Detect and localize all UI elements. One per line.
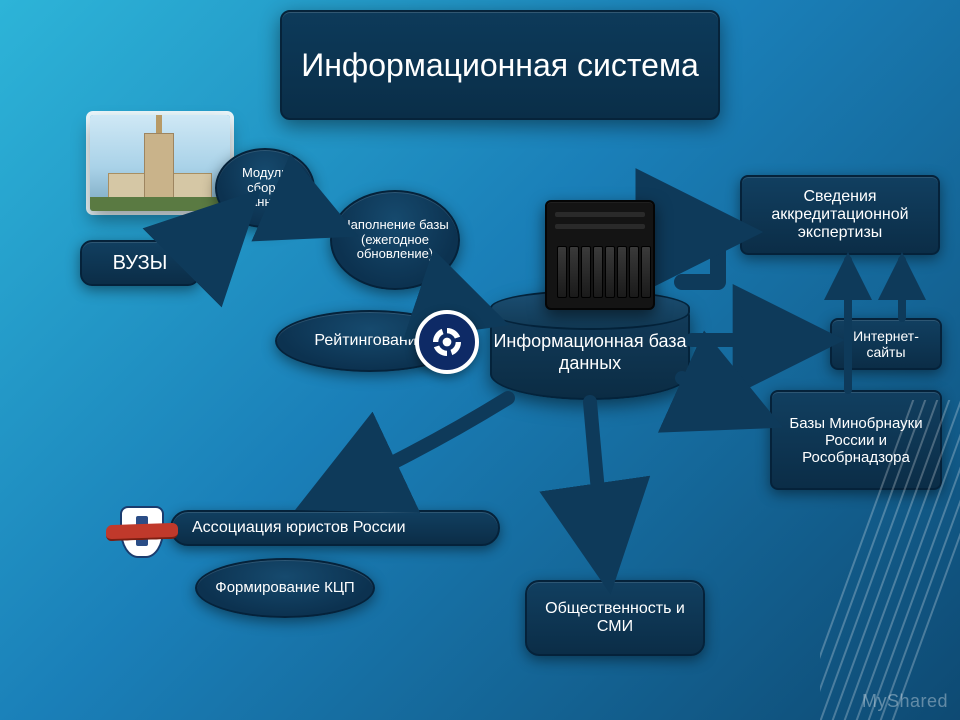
server-icon	[545, 200, 655, 310]
title-box: Информационная система	[280, 10, 720, 120]
node-accreditation: Сведения аккредитационной экспертизы	[740, 175, 940, 255]
title-text: Информационная система	[301, 47, 699, 84]
building-photo	[90, 115, 230, 211]
node-rating-label: Рейтингование	[314, 332, 425, 350]
node-module-label: Модуль сбора данных	[225, 166, 305, 211]
watermark: MyShared	[862, 691, 948, 712]
node-database-label: Информационная база данных	[492, 331, 688, 374]
node-association: Ассоциация юристов России	[170, 510, 500, 546]
node-accreditation-label: Сведения аккредитационной экспертизы	[752, 188, 928, 242]
arrow-db-to-minobr	[682, 378, 766, 420]
rotation-icon	[415, 310, 479, 374]
arrow-db-to-accred	[682, 232, 742, 282]
node-fill-db-label: Наполнение базы (ежегодное обновление)	[340, 218, 450, 263]
node-fill-db: Наполнение базы (ежегодное обновление)	[330, 190, 460, 290]
node-association-label: Ассоциация юристов России	[192, 519, 406, 537]
node-vuzy: ВУЗЫ	[80, 240, 200, 286]
node-module: Модуль сбора данных	[215, 148, 315, 228]
node-kcp: Формирование КЦП	[195, 558, 375, 618]
node-kcp-label: Формирование КЦП	[215, 579, 354, 596]
node-internet: Интернет-сайты	[830, 318, 942, 370]
node-public: Общественность и СМИ	[525, 580, 705, 656]
hatch-decor	[820, 400, 960, 720]
arrow-db-to-assoc	[312, 398, 508, 502]
association-emblem-icon	[110, 500, 174, 564]
arrow-db-to-public	[590, 402, 608, 576]
node-vuzy-label: ВУЗЫ	[113, 252, 168, 275]
node-internet-label: Интернет-сайты	[842, 328, 930, 360]
node-public-label: Общественность и СМИ	[541, 600, 689, 636]
